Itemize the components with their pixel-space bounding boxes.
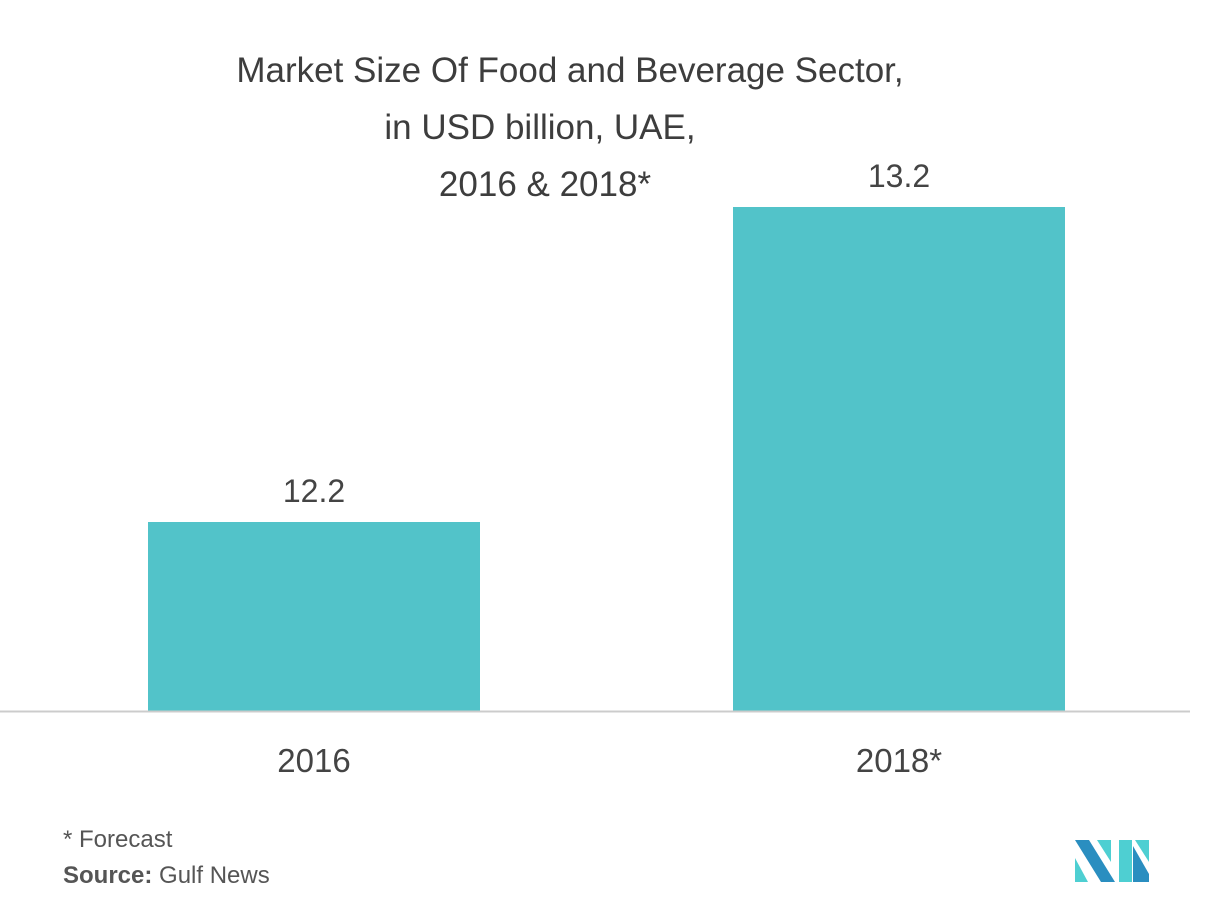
source-label: Source: (63, 862, 153, 889)
title-line: 2016 & 2018* (438, 165, 652, 204)
x-tick-label: 2018* (856, 742, 942, 779)
source-value: Gulf News (159, 862, 270, 889)
chart-title: Market Size Of Food and Beverage Sector,… (150, 42, 990, 213)
data-label: 12.2 (283, 473, 345, 509)
title-line: Market Size Of Food and Beverage Sector, (236, 51, 904, 90)
source-line: Source: Gulf News (63, 862, 270, 890)
data-label: 13.2 (868, 158, 930, 194)
bar (733, 207, 1065, 711)
bar (148, 522, 480, 711)
brand-logo (1075, 840, 1149, 882)
title-line: in USD billion, UAE, (384, 108, 696, 147)
x-tick-label: 2016 (277, 742, 350, 779)
footnote: * Forecast (63, 826, 173, 853)
